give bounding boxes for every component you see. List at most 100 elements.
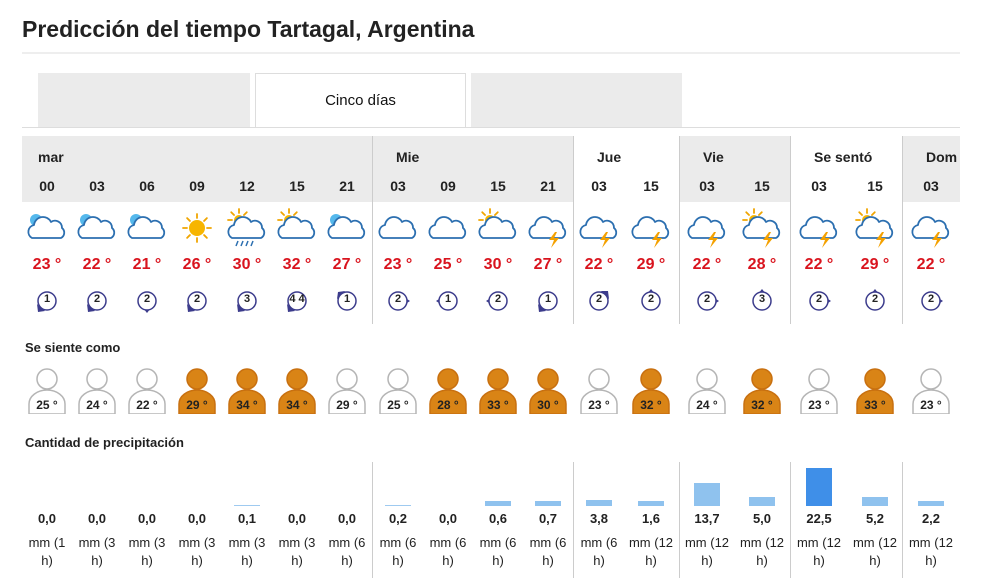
person-hot-icon: [429, 368, 467, 415]
precip-unit-line: mm (3: [78, 535, 116, 550]
wind-indicator: 2: [863, 288, 887, 314]
temperature: 27 °: [533, 256, 563, 273]
wind-indicator: 2: [185, 288, 209, 314]
precip-bar: [918, 501, 944, 506]
feels-mild-icon: [799, 368, 839, 415]
person-mild-icon: [128, 368, 166, 415]
precip-value: 22,5: [806, 511, 832, 526]
forecast-column: 03 22 ° 2 23 ° 2,2 mm (12 h): [906, 136, 956, 578]
sun-icon: [182, 213, 212, 243]
wind-speed: 1: [43, 293, 51, 305]
day-separator: [679, 462, 680, 578]
feels-mild-icon: [687, 368, 727, 415]
feels-like-value: 34 °: [236, 398, 258, 412]
hour-label: 15: [289, 178, 305, 194]
wind-indicator: 1: [35, 288, 59, 314]
tab-five-days[interactable]: Cinco días: [255, 73, 466, 127]
wind-s-arrow: [137, 291, 157, 313]
precip-unit-line: h): [593, 553, 605, 568]
wind-speed: 2: [703, 293, 711, 305]
feels-like-value: 25 °: [36, 398, 58, 412]
forecast-column: 15 32 ° 4 4 34 ° 0,0 mm (3 h): [272, 136, 322, 578]
sun-cloud-rain-icon: [226, 208, 268, 248]
feels-mild-icon: [579, 368, 619, 415]
sun-cloud-icon: [478, 208, 517, 239]
feels-like-value: 24 °: [696, 398, 718, 412]
sun-cloud-storm-icon: [855, 208, 894, 248]
precip-bar: [806, 468, 832, 506]
moon-cloud-icon: [127, 214, 166, 239]
precip-unit-line: h): [442, 553, 454, 568]
precip-unit-line: mm (12: [739, 535, 785, 550]
moon-cloud-icon: [326, 208, 368, 248]
day-separator: [573, 136, 574, 324]
cloud-storm-icon: [528, 216, 567, 248]
precip-unit-line: mm (1: [28, 535, 66, 550]
person-mild-icon: [800, 368, 838, 415]
wind-e-arrow: [921, 291, 943, 311]
moon-cloud-icon: [327, 214, 366, 239]
feels-hot-icon: [428, 368, 468, 415]
wind-nw-arrow: [337, 291, 357, 311]
precip-unit-line: h): [756, 553, 768, 568]
precip-value: 0,0: [438, 511, 458, 526]
hour-label: 03: [923, 178, 939, 194]
precip-unit-line: h): [701, 553, 713, 568]
wind-e-arrow: [809, 291, 831, 311]
wind-indicator: 2: [587, 288, 611, 314]
feels-like-value: 28 °: [437, 398, 459, 412]
feels-mild-icon: [27, 368, 67, 415]
person-mild-icon: [78, 368, 116, 415]
temperature: 22 °: [916, 256, 946, 273]
feels-hot-icon: [855, 368, 895, 415]
precip-unit: mm (6 h): [520, 534, 576, 570]
hour-label: 15: [754, 178, 770, 194]
temperature: 22 °: [804, 256, 834, 273]
tab-fourteen-days[interactable]: [471, 73, 682, 127]
precip-bar: [638, 501, 664, 506]
forecast-column: 03 22 ° 2 24 ° 13,7 mm (12 h): [682, 136, 732, 578]
precip-unit-line: mm (3: [278, 535, 316, 550]
temperature: 29 °: [860, 256, 890, 273]
precip-bar: [385, 505, 411, 506]
cloud-storm-icon: [686, 208, 728, 248]
precip-unit-line: h): [813, 553, 825, 568]
feels-like-value: 32 °: [751, 398, 773, 412]
temperature: 21 °: [132, 256, 162, 273]
feels-like-value: 24 °: [86, 398, 108, 412]
wind-indicator: 2: [807, 288, 831, 314]
day-separator: [679, 136, 680, 324]
moon-cloud-icon: [76, 208, 118, 248]
precip-unit: mm (12 h): [734, 534, 790, 570]
day-header: [902, 136, 960, 202]
precip-unit-line: mm (6: [580, 535, 618, 550]
cloud-icon: [378, 216, 417, 239]
precip-unit-line: mm (6: [379, 535, 417, 550]
wind-w-arrow: [436, 291, 458, 311]
sun-cloud-rain-icon: [227, 208, 266, 247]
precip-value: 0,0: [37, 511, 57, 526]
temperature: 25 °: [433, 256, 463, 273]
wind-speed: 3: [243, 293, 251, 305]
wind-speed: 2: [494, 293, 502, 305]
day-separator: [372, 136, 373, 324]
temperature: 22 °: [692, 256, 722, 273]
hour-label: 03: [699, 178, 715, 194]
forecast-column: 09 26 ° 2 29 ° 0,0 mm (3 h): [172, 136, 222, 578]
forecast-column: 03 22 ° 2 24 ° 0,0 mm (3 h): [72, 136, 122, 578]
person-hot-icon: [178, 368, 216, 415]
tab-hourly[interactable]: [38, 73, 250, 127]
precip-unit: mm (3 h): [269, 534, 325, 570]
day-separator: [790, 462, 791, 578]
feels-mild-icon: [378, 368, 418, 415]
precip-unit-line: h): [341, 553, 353, 568]
feels-like-value: 23 °: [920, 398, 942, 412]
hour-label: 09: [189, 178, 205, 194]
wind-speed: 2: [394, 293, 402, 305]
precip-unit: mm (3 h): [169, 534, 225, 570]
wind-speed: 2: [647, 293, 655, 305]
feels-like-value: 34 °: [286, 398, 308, 412]
wind-indicator: 2: [386, 288, 410, 314]
wind-speed: 2: [143, 293, 151, 305]
feels-like-value: 33 °: [864, 398, 886, 412]
